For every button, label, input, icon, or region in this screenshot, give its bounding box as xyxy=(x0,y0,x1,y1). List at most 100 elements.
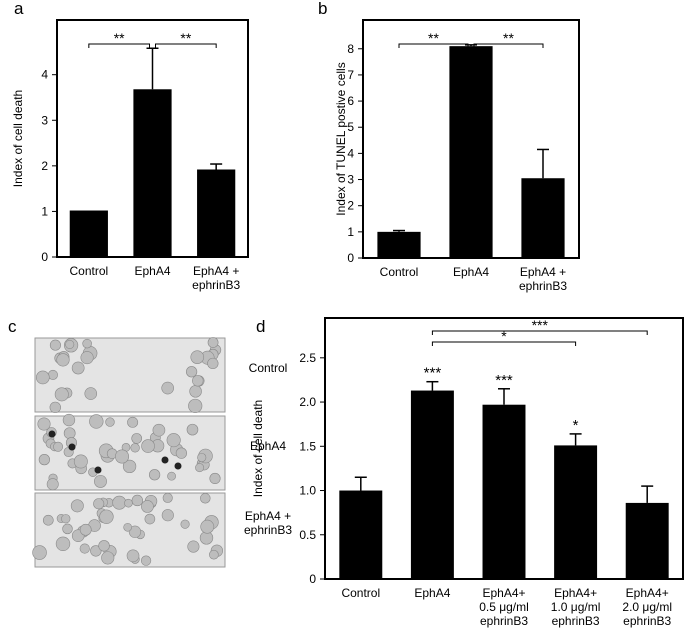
cell xyxy=(115,449,130,464)
cell xyxy=(93,498,105,510)
y-tick-label: 0 xyxy=(347,251,354,265)
cell xyxy=(56,353,70,367)
significance: ** xyxy=(180,30,191,46)
x-tick-label: EphA4 xyxy=(134,264,170,278)
cell xyxy=(62,523,73,535)
x-tick-label-line: ephrinB3 xyxy=(519,279,567,293)
x-tick-label-line: EphA4 + xyxy=(193,264,239,278)
significance: *** xyxy=(532,317,549,333)
cell xyxy=(42,514,54,526)
cell xyxy=(185,366,198,378)
cell xyxy=(162,492,173,503)
cell xyxy=(36,370,50,385)
cell xyxy=(166,433,181,448)
bar xyxy=(410,390,454,579)
cell xyxy=(89,414,104,429)
x-tick-label-line: Control xyxy=(341,586,380,600)
y-tick-label: 4 xyxy=(347,146,354,160)
cell xyxy=(123,522,132,532)
cell xyxy=(161,381,174,395)
x-tick-label: EphA4+ 0.5 μg/ml ephrinB3 xyxy=(479,586,529,628)
x-tick-label-line: EphA4+ xyxy=(626,586,669,600)
cell xyxy=(180,519,190,529)
bar xyxy=(449,46,493,259)
cell xyxy=(82,338,92,349)
cell xyxy=(32,545,47,560)
significance-bracket xyxy=(431,341,577,346)
y-tick-label: 3 xyxy=(347,173,354,187)
bar xyxy=(339,490,383,579)
y-tick-label: 1 xyxy=(41,204,48,218)
cell xyxy=(54,387,69,402)
cell xyxy=(131,433,143,444)
cell xyxy=(141,439,155,453)
x-tick-label-line: 2.0 μg/ml xyxy=(622,600,672,614)
cell xyxy=(90,545,102,557)
cell xyxy=(141,500,154,513)
y-tick-label: 1 xyxy=(347,225,354,239)
x-tick-label-line: EphA4 xyxy=(134,264,170,278)
cell xyxy=(61,514,71,524)
cell xyxy=(99,509,114,524)
significance: * xyxy=(573,417,579,434)
x-tick-label-line: EphA4+ xyxy=(554,586,597,600)
x-tick-label-line: 1.0 μg/ml xyxy=(551,600,601,614)
micrograph-label: EphA4 xyxy=(250,439,286,453)
significance-bracket xyxy=(88,43,150,48)
cell xyxy=(188,398,203,413)
micrograph-label: Control xyxy=(249,361,288,375)
cell xyxy=(189,385,202,398)
x-tick-label-line: Control xyxy=(380,265,419,279)
bar xyxy=(377,231,421,258)
cell xyxy=(70,499,84,513)
apoptotic-cell xyxy=(68,443,76,451)
y-tick-label: 1.0 xyxy=(299,484,316,498)
cell xyxy=(49,401,61,414)
cell xyxy=(190,350,205,364)
y-tick-label: 6 xyxy=(347,94,354,108)
y-tick-label: 1.5 xyxy=(299,439,316,453)
x-tick-label: EphA4 + ephrinB3 xyxy=(192,264,240,292)
cell xyxy=(53,441,64,452)
cell xyxy=(200,493,211,504)
cell xyxy=(98,540,110,552)
cell xyxy=(37,417,51,431)
y-tick-label: 2.5 xyxy=(299,351,316,365)
apoptotic-cell xyxy=(48,430,56,438)
cell xyxy=(47,369,58,380)
y-tick-label: 5 xyxy=(347,120,354,134)
cell xyxy=(49,339,61,351)
panel-label: b xyxy=(318,0,327,18)
bar xyxy=(482,404,526,579)
y-tick-label: 8 xyxy=(347,42,354,56)
cell xyxy=(80,351,94,365)
y-tick-label: 7 xyxy=(347,68,354,82)
panel-label: a xyxy=(14,0,24,18)
cell xyxy=(38,454,50,466)
cell xyxy=(192,375,204,387)
cell xyxy=(73,454,88,469)
x-tick-label-line: ephrinB3 xyxy=(623,614,671,628)
x-tick-label-line: EphA4 xyxy=(453,265,489,279)
x-tick-label: EphA4+ 2.0 μg/ml ephrinB3 xyxy=(622,586,672,628)
bar xyxy=(521,178,565,258)
cell xyxy=(131,494,144,507)
cell xyxy=(161,509,174,522)
panel-label: c xyxy=(8,317,17,336)
bar xyxy=(133,89,172,258)
significance: ** xyxy=(428,30,439,46)
x-tick-label-line: EphA4 + xyxy=(520,265,566,279)
micrograph-label-line: EphA4 + xyxy=(245,509,291,523)
x-tick-label: EphA4 xyxy=(414,586,450,600)
significance-bracket xyxy=(155,43,217,48)
x-tick-label-line: Control xyxy=(69,264,108,278)
cell xyxy=(122,459,137,474)
cell xyxy=(144,513,156,525)
cell xyxy=(71,361,85,375)
cell xyxy=(175,447,188,459)
cell xyxy=(65,339,75,350)
x-tick-label-line: ephrinB3 xyxy=(480,614,528,628)
y-tick-label: 2.0 xyxy=(299,395,316,409)
cell xyxy=(130,443,140,453)
cell xyxy=(140,555,152,566)
